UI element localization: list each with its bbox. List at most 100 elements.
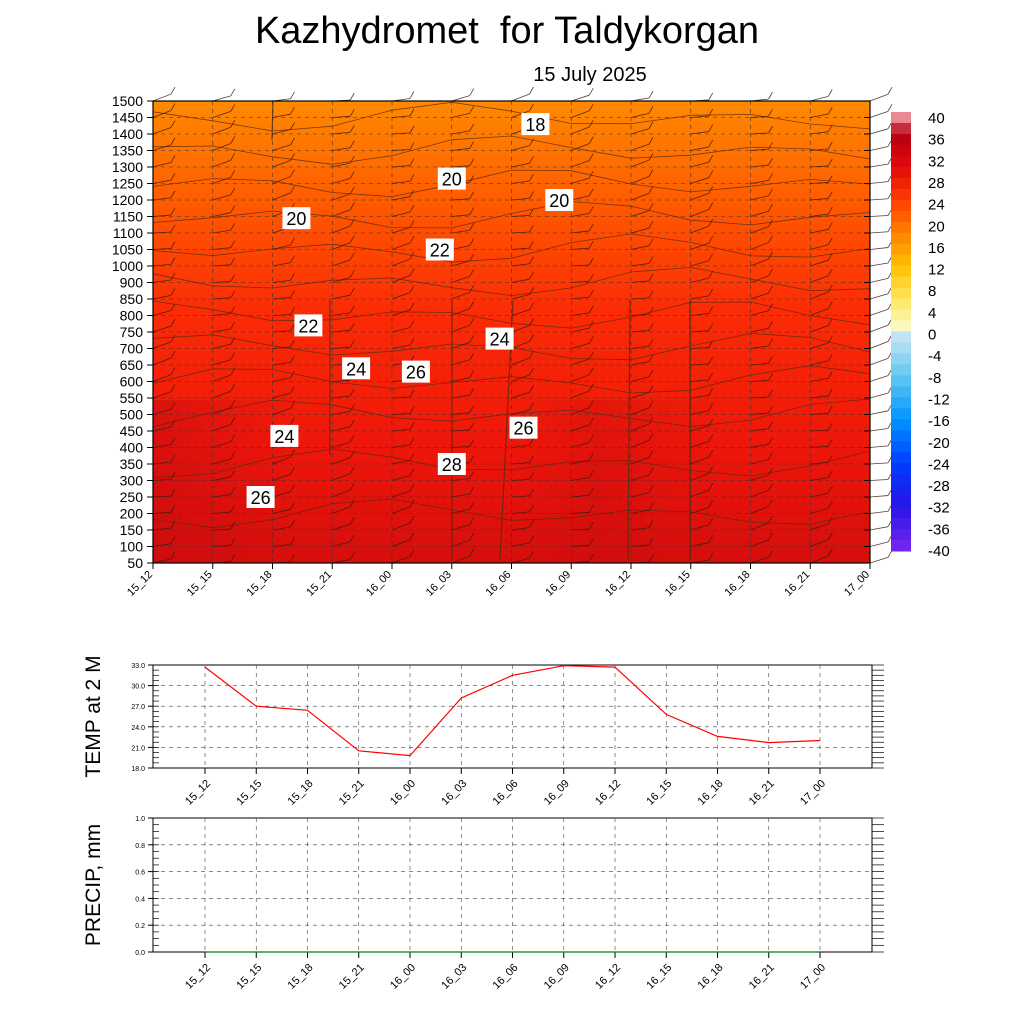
wind-barb — [511, 93, 530, 102]
wind-barb — [391, 506, 411, 514]
wind-barb-flag — [349, 466, 355, 474]
colorbar-cell — [891, 375, 911, 387]
wind-barb — [571, 374, 590, 382]
wind-barb-flag — [230, 538, 236, 546]
wind-barb-flag — [230, 337, 236, 345]
x-tick-label: 15_15 — [185, 569, 215, 599]
wind-barb — [391, 344, 411, 349]
chart-title: Kazhydromet for Taldykorgan — [254, 10, 760, 52]
wind-barb-flag — [290, 106, 295, 115]
wind-barb-flag — [409, 532, 415, 540]
wind-barb-flag — [708, 356, 714, 365]
contour-label: 22 — [425, 238, 454, 261]
wind-barb-flag — [768, 109, 773, 117]
wind-barb — [571, 213, 590, 217]
wind-barb — [451, 95, 470, 102]
wind-barb — [571, 126, 590, 135]
contour-label-text: 24 — [274, 427, 294, 447]
wind-barb-flag — [290, 484, 295, 492]
wind-barb-flag — [648, 186, 654, 194]
wind-barb-flag — [708, 500, 714, 508]
wind-barb — [869, 146, 889, 151]
wind-barb — [212, 441, 231, 448]
wind-barb — [391, 475, 411, 481]
wind-barb-flag — [469, 532, 475, 541]
wind-barb-flag — [708, 253, 714, 261]
wind-barb-flag — [648, 169, 654, 177]
wind-barb-flag — [230, 434, 236, 442]
contour-label: 18 — [521, 113, 550, 136]
wind-barb-flag — [588, 290, 594, 298]
y-tick-label: 27.0 — [131, 704, 145, 711]
wind-barb-flag — [409, 142, 415, 150]
wind-barb — [391, 211, 411, 217]
colorbar-cell — [891, 342, 911, 354]
wind-barb-flag — [170, 350, 176, 359]
wind-barb — [212, 159, 231, 168]
wind-barb — [869, 462, 889, 465]
wind-barb — [571, 264, 590, 267]
wind-barb-flag — [349, 218, 355, 227]
wind-barb — [869, 110, 889, 118]
wind-barb — [451, 245, 470, 250]
wind-barb-flag — [768, 203, 773, 212]
wind-barb — [571, 327, 590, 333]
colorbar-label: 24 — [928, 197, 945, 214]
wind-barb — [810, 165, 829, 168]
wind-barb — [750, 242, 769, 250]
wind-barb-flag — [409, 483, 415, 492]
y-tick-label: 550 — [120, 390, 144, 406]
wind-barb — [212, 229, 231, 234]
x-tick-label: 16_15 — [644, 778, 674, 808]
wind-barb-flag — [349, 323, 355, 331]
wind-barb — [152, 408, 172, 415]
wind-barb — [690, 177, 709, 184]
y-tick-label: 300 — [120, 473, 144, 489]
wind-barb-flag — [349, 419, 355, 427]
wind-barb — [332, 506, 351, 514]
wind-barb-flag — [588, 305, 594, 313]
wind-barb — [810, 308, 829, 316]
wind-barb — [212, 297, 231, 300]
wind-barb-flag — [529, 173, 534, 182]
wind-barb — [690, 394, 709, 399]
colorbar-cell — [891, 287, 911, 300]
wind-barb — [212, 143, 231, 151]
wind-barb-flag — [349, 140, 355, 148]
wind-barb — [571, 358, 590, 366]
wind-barb-flag — [409, 268, 415, 276]
wind-barb-flag — [708, 483, 714, 491]
wind-barb — [451, 260, 470, 267]
wind-barb — [810, 477, 829, 481]
wind-barb — [332, 294, 351, 300]
wind-barb — [571, 177, 590, 184]
wind-barb-flag — [827, 485, 833, 494]
wind-barb-flag — [469, 405, 475, 413]
wind-barb — [810, 342, 829, 349]
wind-barb-flag — [469, 352, 475, 361]
wind-barb-flag — [469, 517, 475, 525]
wind-barb — [212, 247, 231, 250]
wind-barb — [630, 361, 650, 366]
wind-barb — [630, 527, 650, 531]
wind-barb-flag — [230, 383, 236, 392]
wind-barb — [630, 492, 650, 498]
wind-barb — [571, 343, 590, 349]
wind-barb — [869, 392, 889, 399]
wind-barb-flag — [768, 499, 773, 507]
wind-barb — [869, 495, 889, 498]
y-tick-label: 500 — [120, 407, 144, 423]
wind-barb-flag — [827, 158, 833, 167]
wind-barb-flag — [588, 188, 594, 196]
wind-barb-flag — [827, 237, 833, 245]
wind-barb-flag — [887, 86, 893, 95]
wind-barb — [332, 411, 351, 415]
colorbar-cell — [891, 320, 911, 332]
wind-barb-flag — [588, 240, 594, 249]
wind-barb-flag — [230, 170, 236, 178]
wind-barb — [810, 360, 829, 366]
wind-barb-flag — [170, 86, 176, 95]
wind-barb — [212, 545, 231, 547]
wind-barb — [272, 377, 291, 382]
wind-barb-flag — [230, 521, 236, 530]
